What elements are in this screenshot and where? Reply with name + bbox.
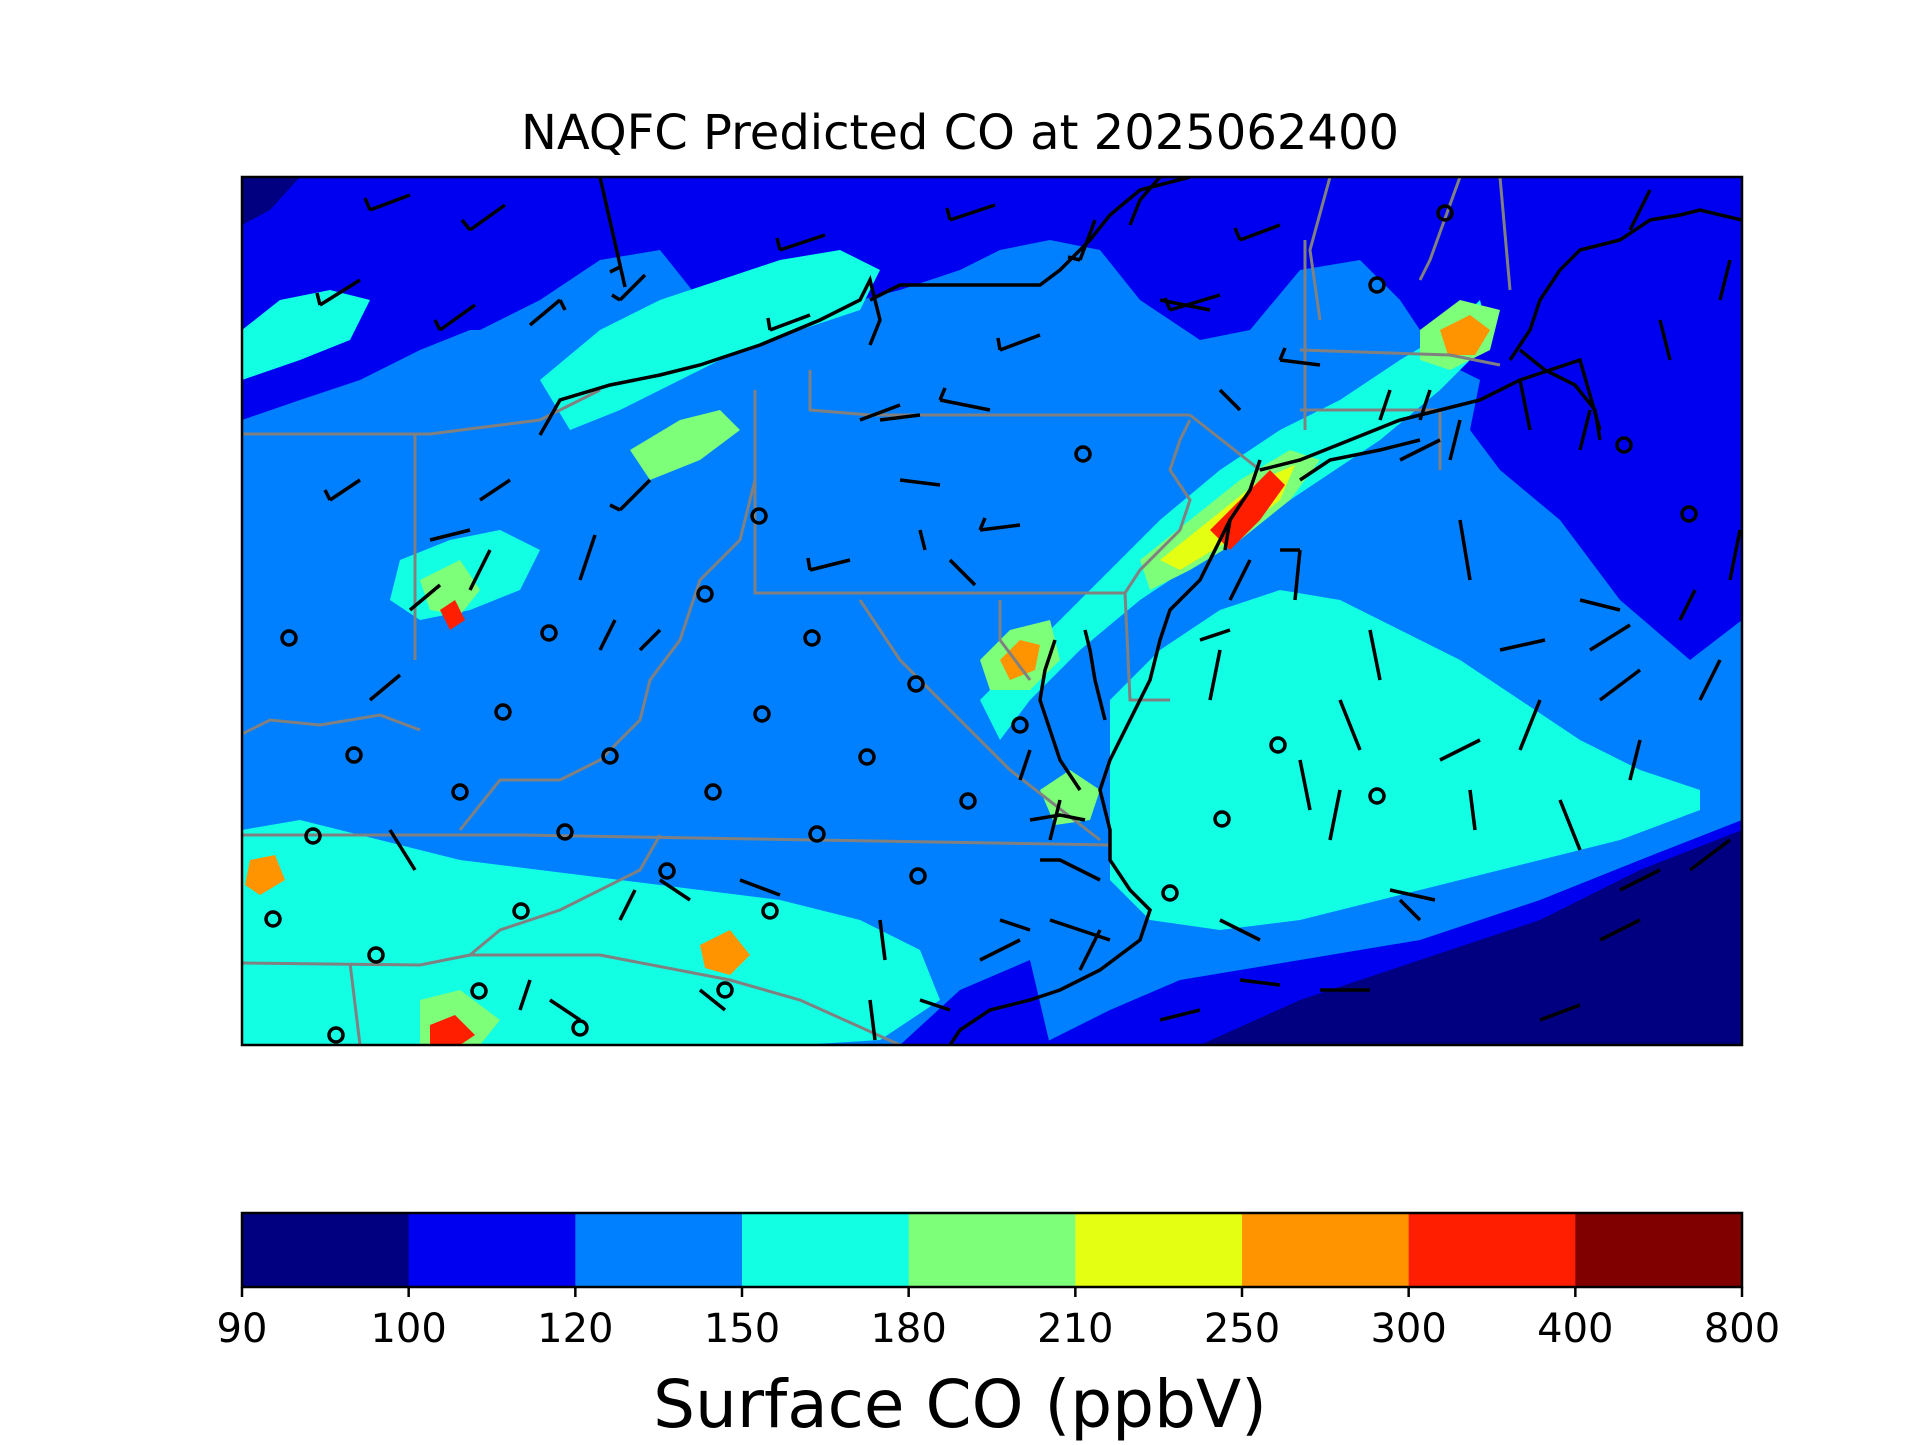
colorbar-tick-label-300: 300 <box>1370 1306 1447 1352</box>
colorbar-segment-100-120 <box>408 1213 576 1287</box>
colorbar-segment-120-150 <box>575 1213 743 1287</box>
colorbar-segment-90-100 <box>242 1213 410 1287</box>
co-level-120-150-central <box>560 360 900 520</box>
calm-wind-markers <box>264 204 1698 1044</box>
colorbar-segment-400-800 <box>1575 1213 1743 1287</box>
colorbar-tick-label-150: 150 <box>703 1306 781 1352</box>
co-level-250-300-west <box>245 855 285 895</box>
colorbar-segment-250-300 <box>1242 1213 1410 1287</box>
colorbar-tick-label-100: 100 <box>370 1306 447 1352</box>
colorbar-tick-label-800: 800 <box>1703 1306 1781 1352</box>
colorbar-tick-label-210: 210 <box>1037 1306 1114 1352</box>
co-level-250-300-boston <box>1440 315 1490 355</box>
map-frame <box>240 175 1744 1047</box>
colorbar-segment-210-250 <box>1075 1213 1243 1287</box>
colorbar-segment-300-400 <box>1408 1213 1576 1287</box>
co-level-300-400-ohio <box>440 600 465 630</box>
colorbar-tick-label-180: 180 <box>870 1306 947 1352</box>
co-concentration-field <box>242 177 1742 1045</box>
co-level-150-180-lake <box>540 250 880 430</box>
co-level-90-100-corner <box>242 177 300 225</box>
colorbar-tick-label-120: 120 <box>537 1306 614 1352</box>
colorbar-segment-150-180 <box>742 1213 910 1287</box>
colorbar-frame <box>240 1211 1744 1289</box>
state-borders <box>242 177 1512 1045</box>
co-level-120-150-west <box>242 330 560 560</box>
map-title: NAQFC Predicted CO at 2025062400 <box>520 105 1400 161</box>
co-level-180-210-richmond <box>1040 770 1100 825</box>
co-level-180-210-lake <box>630 410 740 480</box>
co-level-250-300-carolina <box>700 930 750 975</box>
coastline <box>538 177 1742 1045</box>
co-level-300-400-southwest <box>430 1015 475 1045</box>
colorbar-label: Surface CO (ppbV) <box>653 1366 1267 1443</box>
colorbar-segment-180-210 <box>908 1213 1076 1287</box>
co-level-250-300-dc <box>1000 640 1040 680</box>
colorbar-tick-label-400: 400 <box>1537 1306 1614 1352</box>
wind-barbs <box>315 177 1742 1041</box>
co-level-150-180-northwest <box>242 290 370 380</box>
co-level-100-120-north <box>242 177 1742 660</box>
co-level-150-180-ocean <box>1110 590 1700 930</box>
colorbar-tick-label-90: 90 <box>216 1306 268 1352</box>
colorbar-tick-label-250: 250 <box>1203 1306 1281 1352</box>
co-level-180-210-ohio <box>420 560 480 615</box>
co-level-100-120-south <box>900 960 1050 1045</box>
